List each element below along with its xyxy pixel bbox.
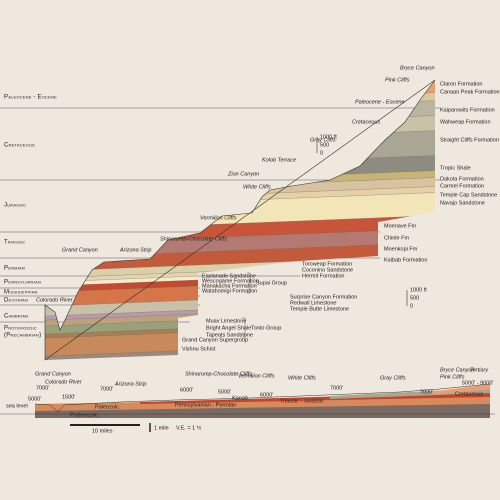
landmark-label: Shinarump-Chocolate Cliffs xyxy=(160,236,227,242)
elevation-label: 7000' xyxy=(100,386,113,392)
formation-label: Tapeats Sandstone xyxy=(206,332,253,338)
elevation-label: 7000' xyxy=(36,385,49,391)
formation-label: Kaiparowits Formation xyxy=(440,107,495,113)
elevation-label: 1500' xyxy=(62,394,75,400)
scale-label: 500 xyxy=(410,295,419,301)
era-label: Permian xyxy=(4,266,25,272)
unit-label: Cretaceous xyxy=(455,391,483,397)
formation-label: Temple Cap Sandstone xyxy=(440,192,497,198)
landmark-label: Grand Canyon xyxy=(62,247,98,253)
era-label: Paleocene - Eocene xyxy=(4,95,57,101)
era-label: Cambrian xyxy=(4,314,28,320)
landmark-label: Colorado River xyxy=(36,297,74,303)
landmark-label: Pink Cliffs xyxy=(385,77,410,83)
formation-label: Kaibab Formation xyxy=(384,257,427,263)
formation-label: Temple Butte Limestone xyxy=(290,306,349,312)
formation-label: Dakota Formation xyxy=(440,176,484,182)
formation-label: Moenave Fm xyxy=(384,223,417,229)
landmark-label: Kolob Terrace xyxy=(262,157,296,163)
group-label: Supai Group xyxy=(256,280,287,286)
formation-label: Navajo Sandstone xyxy=(440,200,485,206)
profile-landmark: White Cliffs xyxy=(288,375,316,381)
formation-label: Claron Formation xyxy=(440,81,483,87)
group-bracket xyxy=(247,272,251,294)
profile-landmark: Colorado River xyxy=(45,379,83,385)
scale-label: 0 xyxy=(410,303,413,309)
formation-label: Surprise Canyon Formation xyxy=(290,294,357,300)
formation-label: Grand Canyon Supergroup xyxy=(182,337,248,343)
formation-label: Wescogame Formation xyxy=(202,278,259,284)
elevation-label: 6000' xyxy=(260,392,273,398)
era-label: Devonian xyxy=(4,298,28,304)
formation-label: Chinle Fm xyxy=(384,235,409,241)
unit-label: Pennsylvanian - Permian xyxy=(175,402,236,408)
land-surface xyxy=(44,79,436,361)
elevation-label: 7000' xyxy=(420,389,433,395)
profile xyxy=(0,383,495,432)
formation-label: Tropic Shale xyxy=(440,165,471,171)
formation-label: Toroweap Formation xyxy=(302,261,352,267)
formation-label: Canaan Peak Formation xyxy=(440,89,500,95)
era-label: Mississippian xyxy=(4,290,38,296)
profile-landmark: Bryce Canyon xyxy=(440,367,475,373)
landmark-label: Arizona Strip xyxy=(119,247,152,253)
profile-landmark: Kanab xyxy=(232,395,248,401)
era-label: Jurassic xyxy=(4,203,26,209)
era-label: Pennsylvanian xyxy=(4,280,41,286)
sea-level-label: sea level xyxy=(6,403,28,409)
formation-label: Muav Limestone xyxy=(206,318,246,324)
scale-miles: 10 miles xyxy=(92,428,113,434)
formation-label: Bright Angel Shale xyxy=(206,325,251,331)
scale-label: 500 xyxy=(320,142,329,148)
landmark-label: Paleocene - Eocene xyxy=(355,99,405,105)
scale-mile: 1 mile xyxy=(154,425,169,431)
landmark-label: White Cliffs xyxy=(243,184,271,190)
landmark-label: Cretaceous xyxy=(352,119,380,125)
profile-landmark: Arizona Strip xyxy=(114,381,147,387)
era-label: Triassic xyxy=(4,240,25,246)
profile-landmark: Vermilion Cliffs xyxy=(238,373,275,379)
elevation-label: 5000' - 9000' xyxy=(462,380,493,386)
elevation-label: 7000' xyxy=(330,385,343,391)
elevation-label: 6000' xyxy=(180,387,193,393)
formation-label: Coconino Sandstone xyxy=(302,267,353,273)
era-label: Cretaceous xyxy=(4,143,35,149)
landmark-label: Zion Canyon xyxy=(227,171,259,177)
landmark-label: Vermilion Cliffs xyxy=(200,215,237,221)
formation-label: Hermit Formation xyxy=(302,273,344,279)
profile-landmark: Grand Canyon xyxy=(35,371,71,377)
profile-landmark: Shinarump-Chocolate Cliffs xyxy=(185,371,252,377)
unit-label: Triassic - Jurassic xyxy=(280,398,324,404)
stratum xyxy=(45,241,435,272)
formation-label: Manakacha Formation xyxy=(202,283,257,289)
elevation-label: 5000' xyxy=(218,389,231,395)
scale-label: 1000 ft xyxy=(320,134,337,140)
scale-label: 1000 ft xyxy=(410,287,427,293)
unit-label: Proterozoic xyxy=(70,412,98,418)
era-label: (Precambrian) xyxy=(4,333,41,339)
elevation-label: 5000' xyxy=(28,396,41,402)
group-bracket xyxy=(242,317,246,339)
era-label: Proterozoic xyxy=(4,326,37,332)
profile-landmark: Pink Cliffs xyxy=(440,374,465,380)
formation-label: Vishnu Schist xyxy=(182,346,216,352)
formation-label: Moenkopi Fm xyxy=(384,246,418,252)
landmark-label: Bryce Canyon xyxy=(400,65,435,71)
scale-label: 0 xyxy=(320,150,323,156)
unit-label: Paleozoic xyxy=(95,404,119,410)
profile-landmark: Tertiary xyxy=(470,367,489,373)
group-label: Tonto Group xyxy=(251,325,281,331)
vertical-exaggeration: V.E. = 1 ½ xyxy=(176,424,202,431)
profile-landmark: Gray Cliffs xyxy=(380,375,406,381)
landmark-label: Gray Cliffs xyxy=(310,137,336,143)
formation-label: Straight Cliffs Formation xyxy=(440,137,499,143)
formation-label: Wahweap Formation xyxy=(440,119,491,125)
formation-label: Redwall Limestone xyxy=(290,300,336,306)
formation-label: Carmel Formation xyxy=(440,183,484,189)
formation-label: Esplanade Sandstone xyxy=(202,273,256,279)
formation-label: Watahomigi Formation xyxy=(202,288,257,294)
